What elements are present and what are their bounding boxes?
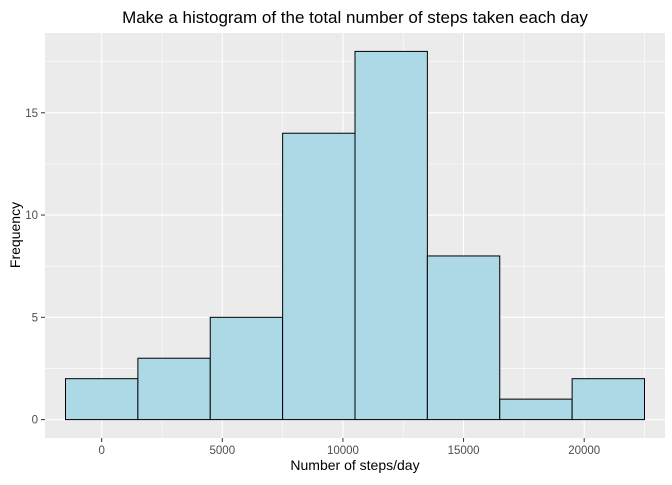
x-tick-label: 0 <box>98 445 104 457</box>
histogram-bar <box>137 357 211 421</box>
histogram-bars <box>65 50 645 421</box>
histogram-bar <box>571 378 645 421</box>
y-tick-label: 0 <box>32 415 38 427</box>
x-tick-label: 10000 <box>327 445 359 457</box>
x-tick-label: 5000 <box>210 445 236 457</box>
histogram-bar <box>354 50 428 421</box>
y-tick-label: 10 <box>25 210 38 222</box>
x-tick-label: 15000 <box>448 445 480 457</box>
histogram-bar <box>65 378 139 421</box>
histogram-bar <box>209 316 284 421</box>
x-axis-ticks: 0 5000 10000 15000 20000 <box>98 438 600 457</box>
histogram-bar <box>426 255 501 421</box>
histogram-bar <box>282 132 356 421</box>
y-axis-ticks: 0 5 10 15 <box>25 108 45 427</box>
x-tick-label: 20000 <box>568 445 600 457</box>
y-tick-label: 5 <box>32 312 38 324</box>
chart-title: Make a histogram of the total number of … <box>122 8 588 27</box>
x-axis-title: Number of steps/day <box>290 457 419 473</box>
y-tick-label: 15 <box>25 108 38 120</box>
histogram-bar <box>499 398 573 421</box>
y-axis-title: Frequency <box>7 202 23 268</box>
